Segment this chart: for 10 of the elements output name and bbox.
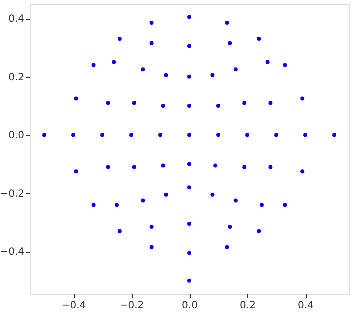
y-tick-label: 0.0	[8, 130, 24, 142]
x-tick-label: 0.2	[240, 300, 256, 312]
y-tick-label: 0.2	[8, 72, 24, 84]
y-tick-label: −0.2	[0, 188, 24, 200]
y-tick-label: −0.4	[0, 247, 24, 258]
x-tick-label: 0.4	[298, 300, 314, 312]
x-tick-label: −0.4	[62, 300, 86, 312]
x-tick-label: −0.2	[120, 300, 144, 312]
x-tick-label: 0.0	[182, 300, 198, 312]
y-tick-label: 0.4	[8, 14, 24, 26]
